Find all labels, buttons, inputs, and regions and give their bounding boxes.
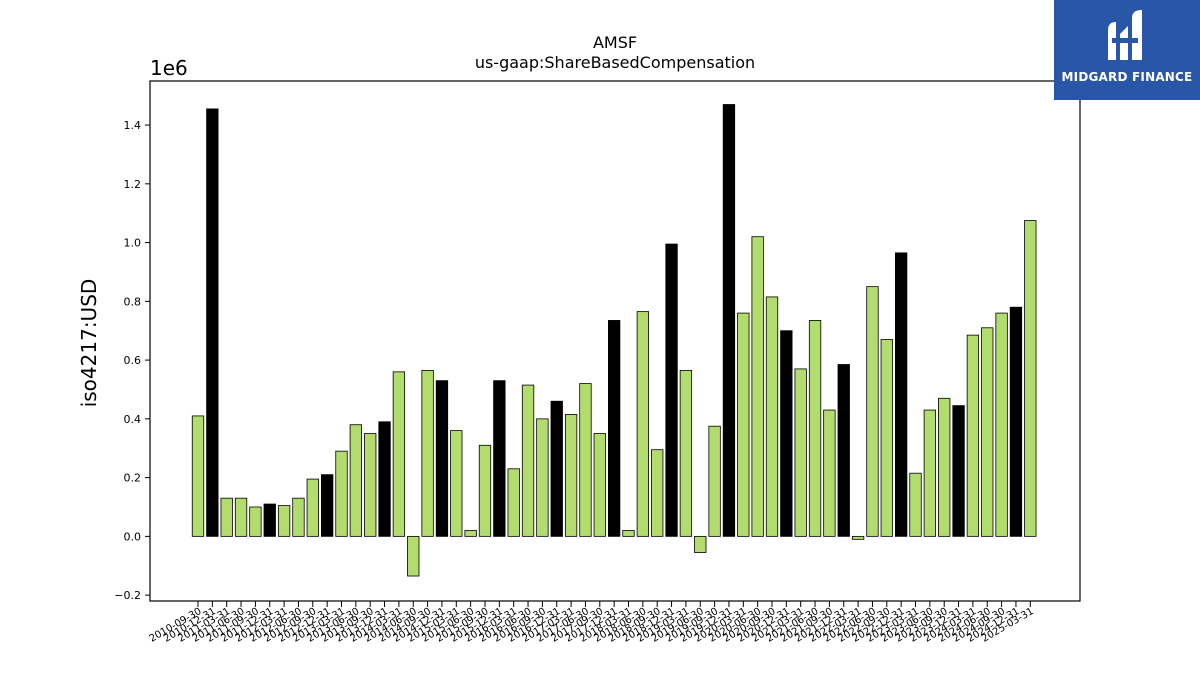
y-tick-label: 1.2	[124, 178, 142, 191]
bar-2015-06-30	[464, 530, 477, 537]
bar-2015-12-31	[493, 380, 506, 537]
bar-2013-09-30	[364, 433, 377, 537]
bar-2018-06-30	[636, 311, 649, 537]
y-tick-label: 1.4	[124, 119, 142, 132]
y-offset-label: 1e6	[150, 56, 188, 80]
bar-2012-03-31	[277, 505, 291, 537]
bar-2023-12-31	[952, 405, 965, 537]
y-tick-label: 1.0	[124, 237, 142, 250]
bar-2024-09-30	[995, 312, 1008, 537]
bar-2020-12-31	[780, 330, 793, 537]
bar-2014-12-31	[435, 380, 449, 537]
bar-2020-06-30	[751, 236, 764, 537]
bar-2019-09-30	[708, 425, 721, 537]
bar-2010-09-30	[191, 415, 205, 537]
y-tick-label: 0.6	[124, 354, 142, 367]
bar-2020-03-31	[737, 312, 750, 537]
brand-name: MIDGARD FINANCE	[1061, 70, 1193, 84]
bar-2011-12-31	[263, 503, 276, 537]
bar-2022-09-30	[880, 339, 893, 537]
bar-2018-09-30	[651, 449, 664, 537]
chart-subtitle: us-gaap:ShareBasedCompensation	[475, 53, 755, 72]
bar-2014-09-30	[421, 369, 434, 537]
bar-2016-06-30	[521, 384, 535, 537]
bar-2019-06-30	[694, 535, 707, 553]
bar-2022-12-31	[895, 252, 908, 537]
bar-2023-03-31	[909, 472, 922, 537]
bar-2021-09-30	[823, 409, 836, 537]
bar-2021-06-30	[808, 320, 822, 537]
bar-2018-03-31	[622, 530, 635, 537]
bar-2014-06-30	[407, 535, 420, 577]
bar-2012-09-30	[306, 478, 319, 537]
bar-2015-03-31	[450, 430, 463, 537]
bar-2018-12-31	[665, 243, 678, 537]
bar-2011-09-30	[249, 506, 262, 537]
bar-2021-12-31	[837, 364, 850, 537]
bar-2017-06-30	[579, 383, 592, 537]
bars-group	[191, 104, 1037, 577]
bar-2013-06-30	[349, 424, 363, 537]
bar-2020-09-30	[765, 296, 779, 537]
y-tick-label: 0.4	[124, 413, 142, 426]
bar-2025-03-31	[1024, 220, 1037, 537]
bar-2012-12-31	[320, 474, 334, 537]
bar-2017-12-31	[608, 320, 621, 537]
bar-2019-12-31	[722, 104, 736, 537]
brand-logo: MIDGARD FINANCE	[1054, 0, 1200, 100]
bar-2013-03-31	[335, 450, 348, 537]
y-tick-label: 0.8	[124, 295, 142, 308]
bar-2022-03-31	[851, 535, 865, 540]
y-tick-label: 0.2	[124, 472, 142, 485]
bar-2023-06-30	[923, 409, 936, 537]
bar-2024-06-30	[981, 327, 994, 537]
bar-2024-12-31	[1009, 306, 1023, 537]
bar-2015-09-30	[478, 444, 492, 537]
y-tick-label: 0.0	[124, 530, 142, 543]
y-tick-label: −0.2	[114, 589, 141, 602]
bar-2021-03-31	[794, 368, 807, 537]
bar-2012-06-30	[292, 497, 305, 537]
x-ticks-group: 2010-09-302010-12-312011-03-312011-06-30…	[148, 601, 1036, 645]
bar-2014-03-31	[392, 371, 406, 537]
bar-2011-06-30	[234, 497, 248, 537]
bar-2010-12-31	[206, 108, 219, 537]
bar-2023-09-30	[938, 397, 951, 537]
bar-2019-03-31	[679, 369, 693, 537]
y-axis-label: iso4217:USD	[77, 279, 101, 408]
bar-2016-03-31	[507, 468, 520, 537]
y-ticks-group: −0.2 0.0 0.2 0.4 0.6 0.8 1.0 1.2 1.4	[114, 119, 150, 602]
bar-2016-09-30	[536, 418, 549, 537]
bar-2016-12-31	[550, 400, 563, 537]
chart-title: AMSF	[593, 33, 637, 52]
bar-2024-03-31	[966, 334, 980, 537]
bar-2017-03-31	[564, 414, 578, 537]
bar-2022-06-30	[866, 286, 879, 537]
bar-2011-03-31	[220, 497, 233, 537]
midgard-logo-icon	[1108, 10, 1142, 60]
plot-frame	[149, 80, 1081, 602]
bar-2017-09-30	[593, 433, 606, 537]
bar-2013-12-31	[378, 421, 391, 537]
